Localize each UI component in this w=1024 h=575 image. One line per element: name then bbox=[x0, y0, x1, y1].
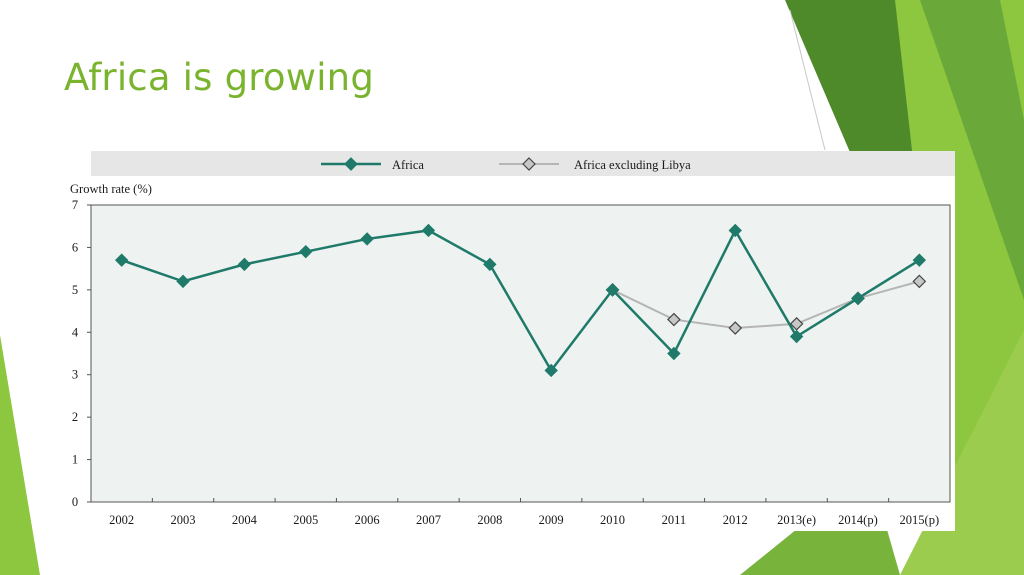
x-tick-label: 2011 bbox=[662, 513, 687, 527]
y-tick-label: 4 bbox=[72, 325, 79, 339]
x-tick-label: 2014(p) bbox=[838, 513, 878, 527]
data-point-marker bbox=[789, 316, 804, 331]
data-point-marker bbox=[605, 283, 620, 297]
data-point-marker bbox=[360, 232, 374, 246]
y-axis-label: Growth rate (%) bbox=[70, 182, 152, 196]
chart-panel: 0 1 2 3 4 5 6 7 2002 2003 2004 2005 2006 2007 2008 2009… bbox=[65, 151, 955, 531]
deco-shape-left bbox=[0, 335, 40, 575]
y-tick-label: 3 bbox=[72, 368, 78, 382]
data-point-marker bbox=[728, 223, 742, 238]
x-tick-label: 2004 bbox=[232, 513, 258, 527]
x-tick-label: 2010 bbox=[600, 513, 625, 527]
y-tick-label: 2 bbox=[72, 410, 78, 424]
data-point-marker bbox=[912, 253, 927, 267]
x-tick-label: 2015(p) bbox=[900, 513, 940, 527]
data-point-marker bbox=[299, 244, 313, 259]
data-point-marker bbox=[789, 329, 804, 344]
legend-label: Africa excluding Libya bbox=[574, 158, 691, 172]
x-tick-label: 2007 bbox=[416, 513, 441, 527]
x-tick-label: 2013(e) bbox=[777, 513, 816, 527]
y-tick-label: 5 bbox=[72, 283, 78, 297]
y-tick-label: 0 bbox=[72, 495, 78, 509]
data-point-marker bbox=[544, 363, 558, 378]
data-point-marker bbox=[912, 274, 927, 289]
y-tick-label: 1 bbox=[72, 453, 78, 467]
deco-shape-right-mid bbox=[920, 0, 1024, 300]
x-tick-label: 2008 bbox=[477, 513, 502, 527]
y-tick-label: 6 bbox=[72, 240, 78, 254]
data-point-marker bbox=[176, 274, 190, 289]
data-point-marker bbox=[667, 312, 681, 327]
legend-marker bbox=[522, 157, 536, 171]
data-point-marker bbox=[114, 253, 129, 267]
x-tick-label: 2012 bbox=[723, 513, 748, 527]
x-tick-label: 2003 bbox=[171, 513, 196, 527]
data-point-marker bbox=[851, 291, 865, 306]
legend-marker bbox=[344, 157, 358, 171]
data-point-marker bbox=[728, 321, 743, 335]
data-point-marker bbox=[667, 346, 681, 361]
x-tick-label: 2002 bbox=[109, 513, 134, 527]
x-tick-label: 2009 bbox=[539, 513, 564, 527]
data-point-marker bbox=[483, 257, 497, 272]
x-tick-label: 2006 bbox=[355, 513, 380, 527]
deco-line bbox=[789, 9, 826, 151]
data-point-marker bbox=[421, 223, 436, 238]
line-chart: 0 1 2 3 4 5 6 7 2002 2003 2004 2005 2006 2007 2008 2009… bbox=[70, 157, 951, 527]
data-point-marker bbox=[237, 257, 252, 272]
plot-area bbox=[90, 204, 951, 503]
legend-label: Africa bbox=[392, 158, 424, 172]
series-line-africa-excluding-libya bbox=[612, 280, 920, 330]
x-tick-label: 2005 bbox=[293, 513, 318, 527]
y-tick-label: 7 bbox=[72, 198, 78, 212]
slide-title: Africa is growing bbox=[64, 56, 375, 99]
series-line-africa bbox=[121, 227, 920, 373]
